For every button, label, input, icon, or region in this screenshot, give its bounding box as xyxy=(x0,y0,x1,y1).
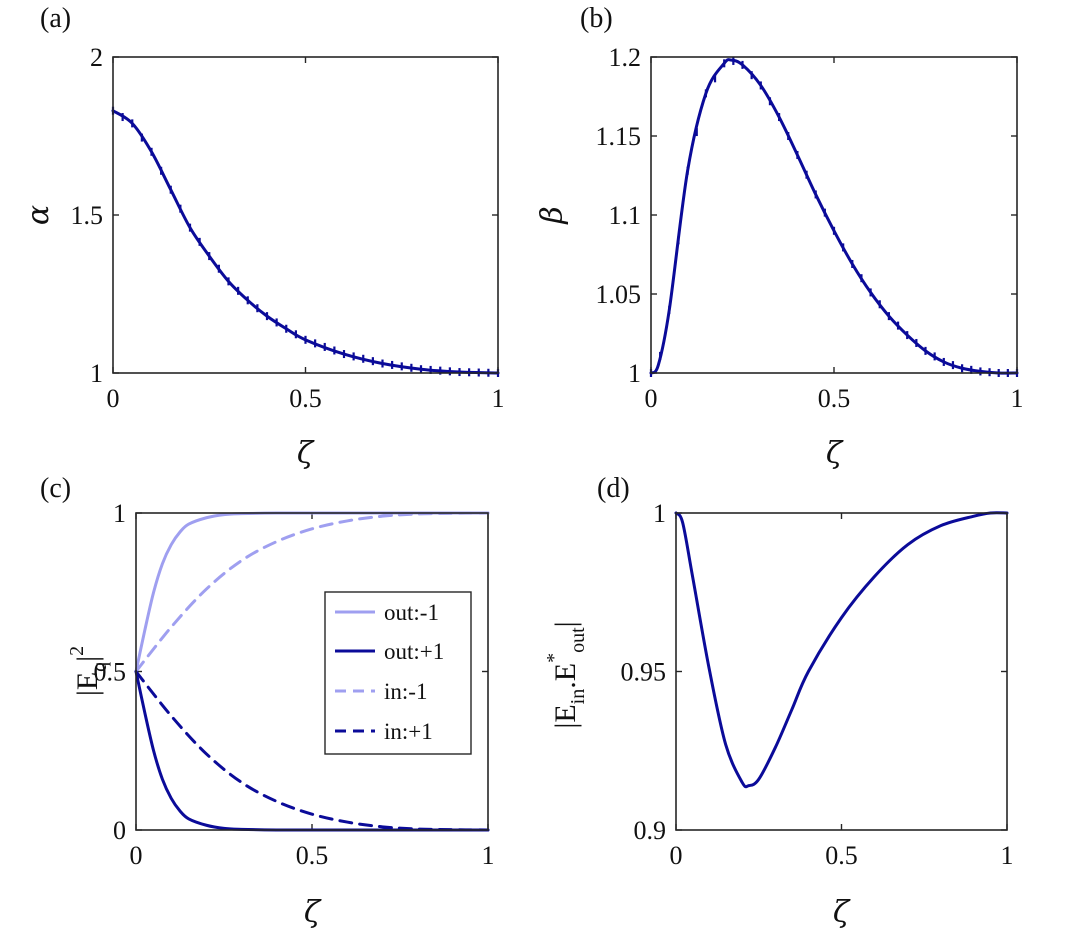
ticks: 0 0.5 1 1 1.5 2 xyxy=(71,43,505,413)
x-tick-label: 0.5 xyxy=(818,384,851,413)
y-tick-label: 0.9 xyxy=(634,816,667,845)
ticks: 0 0.5 1 0.9 0.95 1 xyxy=(621,499,1014,870)
x-tick-label: 1 xyxy=(1001,841,1014,870)
y-axis-label: |Ein.E*out| xyxy=(543,621,589,728)
panel-label: (b) xyxy=(580,3,613,34)
y-axis-label: β xyxy=(535,206,570,224)
legend-entry-in-minus-1: in:-1 xyxy=(384,679,427,704)
y-tick-label: 1 xyxy=(90,359,103,388)
y-tick-label: 1.1 xyxy=(609,201,642,230)
x-tick-label: 0.5 xyxy=(825,841,858,870)
y-tick-label: 1.2 xyxy=(609,43,642,72)
panel-d: (d) 0 0.5 1 0.9 0.95 1 ζ |Ein.E*out| xyxy=(543,473,1014,930)
x-axis-label: ζ xyxy=(297,436,315,471)
x-tick-label: 0 xyxy=(130,841,143,870)
x-tick-label: 0 xyxy=(645,384,658,413)
axes-frame xyxy=(650,56,1018,374)
y-tick-label: 1.5 xyxy=(71,201,104,230)
ticks: 0 0.5 1 1 1.05 1.1 1.15 1.2 xyxy=(596,43,1024,413)
x-tick-label: 0 xyxy=(670,841,683,870)
series-line-0 xyxy=(111,109,500,375)
panel-label: (a) xyxy=(40,3,71,34)
panel-a: (a) 0 0.5 1 1 1.5 2 ζ α xyxy=(21,3,505,471)
x-tick-label: 0 xyxy=(107,384,120,413)
plot-area xyxy=(111,106,500,377)
x-tick-label: 1 xyxy=(482,841,495,870)
x-tick-label: 0.5 xyxy=(296,841,329,870)
series-line-0 xyxy=(674,511,1009,789)
y-axis-label: α xyxy=(21,205,56,225)
x-axis-label: ζ xyxy=(304,895,322,930)
axes-frame xyxy=(675,512,1008,831)
axes-frame xyxy=(135,512,489,831)
x-axis-label: ζ xyxy=(833,895,851,930)
y-tick-label: 0.95 xyxy=(621,658,667,687)
legend: out:-1 out:+1 in:-1 in:+1 xyxy=(324,591,472,755)
plot-area xyxy=(674,511,1009,789)
panel-label: (c) xyxy=(40,473,71,504)
y-tick-label: 1.15 xyxy=(596,122,642,151)
legend-box xyxy=(324,591,472,755)
y-axis-label: |Eq|2 xyxy=(66,646,111,696)
legend-entry-in-plus-1: in:+1 xyxy=(384,719,433,744)
legend-entry-out-plus-1: out:+1 xyxy=(384,639,444,664)
panel-b: (b) 0 0.5 1 1 1.05 1.1 1.15 1.2 ζ β xyxy=(535,3,1024,471)
y-tick-label: 1.05 xyxy=(596,280,642,309)
y-tick-label: 2 xyxy=(90,43,103,72)
x-tick-label: 1 xyxy=(492,384,505,413)
y-tick-label: 0 xyxy=(113,816,126,845)
panel-c: (c) 0 0.5 1 0 0.5 1 ζ |Eq|2 out:-1 out:+1 in:… xyxy=(40,473,495,930)
x-axis-label: ζ xyxy=(826,436,844,471)
legend-entry-out-minus-1: out:-1 xyxy=(384,600,439,625)
y-tick-label: 1 xyxy=(113,499,126,528)
x-tick-label: 0.5 xyxy=(289,384,322,413)
panel-label: (d) xyxy=(597,473,630,504)
y-tick-label: 1 xyxy=(653,499,666,528)
y-tick-label: 0.5 xyxy=(94,658,127,687)
x-tick-label: 1 xyxy=(1011,384,1024,413)
plot-area xyxy=(649,56,1019,377)
axes-frame xyxy=(112,56,499,374)
series-line-0 xyxy=(649,58,1019,375)
ticks: 0 0.5 1 0 0.5 1 xyxy=(94,499,495,870)
y-tick-label: 1 xyxy=(628,359,641,388)
